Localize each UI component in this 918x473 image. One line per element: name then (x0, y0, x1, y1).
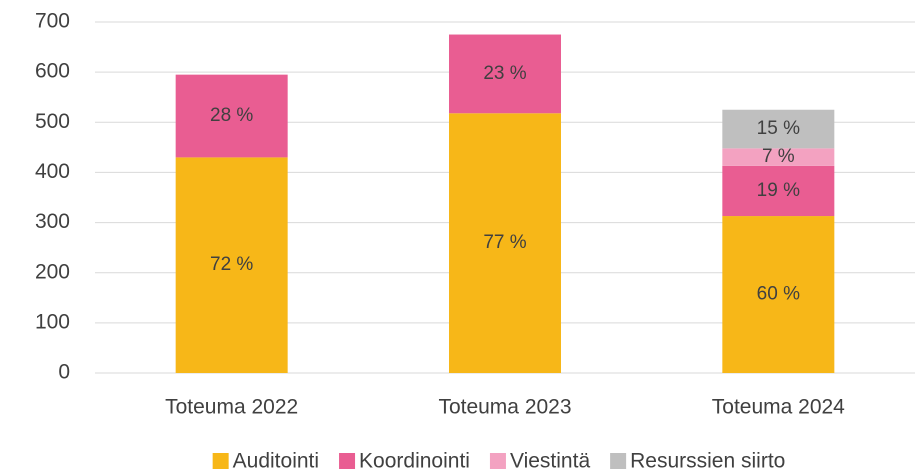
bar-segment (722, 216, 835, 373)
bar-segment (722, 109, 835, 149)
legend-swatch (339, 453, 356, 469)
data-label: 72 % (210, 254, 253, 275)
data-label: 28 % (210, 105, 253, 126)
legend-label: Resurssien siirto (630, 450, 785, 473)
legend-label: Koordinointi (359, 450, 470, 473)
bar-segment (175, 74, 288, 158)
bar-segment (175, 157, 288, 373)
y-tick-label: 200 (35, 260, 70, 283)
x-tick-label: Toteuma 2022 (165, 396, 298, 419)
data-label: 23 % (483, 63, 526, 84)
y-tick-label: 700 (35, 10, 70, 33)
data-label: 77 % (483, 232, 526, 253)
y-tick-label: 400 (35, 160, 70, 183)
y-tick-label: 500 (35, 110, 70, 133)
bar-segment (722, 165, 835, 217)
y-tick-label: 0 (58, 361, 70, 384)
y-tick-label: 300 (35, 210, 70, 233)
legend-label: Auditointi (233, 450, 319, 473)
data-label: 7 % (762, 146, 795, 167)
legend-swatch (489, 453, 506, 469)
legend-label: Viestintä (510, 450, 590, 473)
legend-swatch (212, 453, 229, 469)
data-label: 60 % (757, 284, 800, 305)
x-tick-label: Toteuma 2023 (438, 396, 571, 419)
y-tick-label: 600 (35, 60, 70, 83)
data-label: 19 % (757, 180, 800, 201)
x-tick-label: Toteuma 2024 (712, 396, 845, 419)
bar-segment (449, 34, 561, 114)
y-tick-label: 100 (35, 310, 70, 333)
bar-segment (449, 113, 561, 373)
data-label: 15 % (757, 118, 800, 139)
legend-swatch (610, 453, 627, 469)
bar-segment (722, 148, 835, 166)
